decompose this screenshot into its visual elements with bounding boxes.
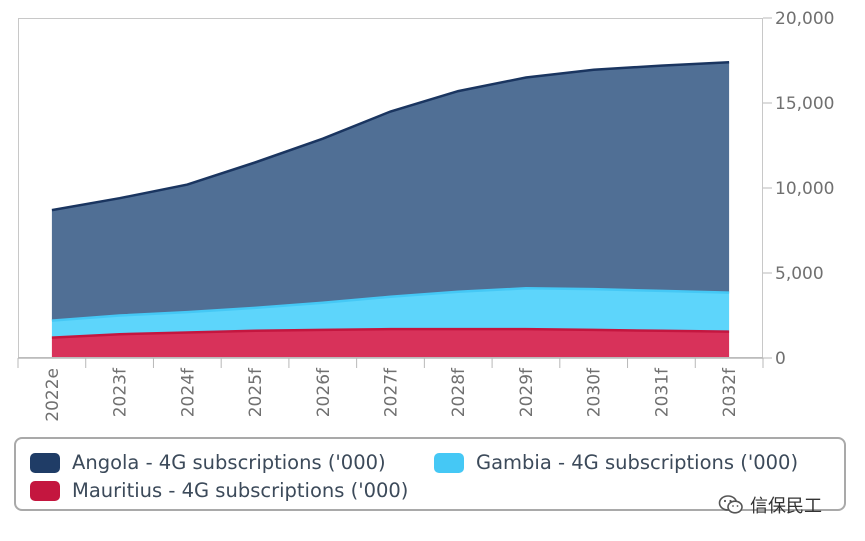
y-tick-label: 10,000 xyxy=(775,179,834,199)
wechat-icon xyxy=(718,495,743,514)
area-angola xyxy=(51,62,730,321)
line-gambia xyxy=(51,287,730,322)
y-tick-label: 5,000 xyxy=(775,264,824,284)
legend-item-gambia[interactable]: Gambia - 4G subscriptions ('000) xyxy=(434,451,798,474)
x-tick-label: 2030f xyxy=(585,367,605,417)
watermark-text: 信保民工 xyxy=(750,496,822,517)
axes xyxy=(18,18,763,359)
legend-swatch-gambia xyxy=(434,452,464,473)
x-tick-label: 2028f xyxy=(449,367,469,417)
legend: Angola - 4G subscriptions ('000) Gambia … xyxy=(14,437,846,511)
area-gambia xyxy=(51,288,730,338)
line-mauritius xyxy=(51,327,730,339)
watermark: 信保民工 xyxy=(718,492,822,518)
legend-swatch-mauritius xyxy=(30,480,60,501)
legend-item-mauritius[interactable]: Mauritius - 4G subscriptions ('000) xyxy=(30,479,408,502)
line-angola xyxy=(51,60,730,212)
legend-swatch-angola xyxy=(30,452,60,473)
area-mauritius xyxy=(51,329,730,358)
x-tick-label: 2032f xyxy=(720,367,740,417)
legend-item-angola[interactable]: Angola - 4G subscriptions ('000) xyxy=(30,451,386,474)
x-tick-label: 2025f xyxy=(246,367,266,417)
x-tick-label: 2031f xyxy=(652,367,672,417)
legend-label-angola: Angola - 4G subscriptions ('000) xyxy=(72,451,386,474)
x-tick-label: 2023f xyxy=(111,367,131,417)
x-tick-label: 2026f xyxy=(314,367,334,417)
x-tick-label: 2027f xyxy=(382,367,402,417)
legend-label-gambia: Gambia - 4G subscriptions ('000) xyxy=(476,451,799,474)
y-tick-label: 20,000 xyxy=(775,9,834,29)
legend-label-mauritius: Mauritius - 4G subscriptions ('000) xyxy=(72,479,409,502)
x-tick-label: 2024f xyxy=(178,367,198,417)
x-tick-label: 2022e xyxy=(43,368,63,422)
x-ticks: 2022e 2023f 2024f 2025f 2026f 2027f 2028f 2029f… xyxy=(17,358,764,422)
y-tick-label: 15,000 xyxy=(775,94,834,114)
plot-areas xyxy=(51,60,730,358)
y-tick-label: 0 xyxy=(775,349,786,369)
x-tick-label: 2029f xyxy=(517,367,537,417)
y-ticks: 0 5,000 10,000 15,000 20,000 xyxy=(763,9,834,369)
